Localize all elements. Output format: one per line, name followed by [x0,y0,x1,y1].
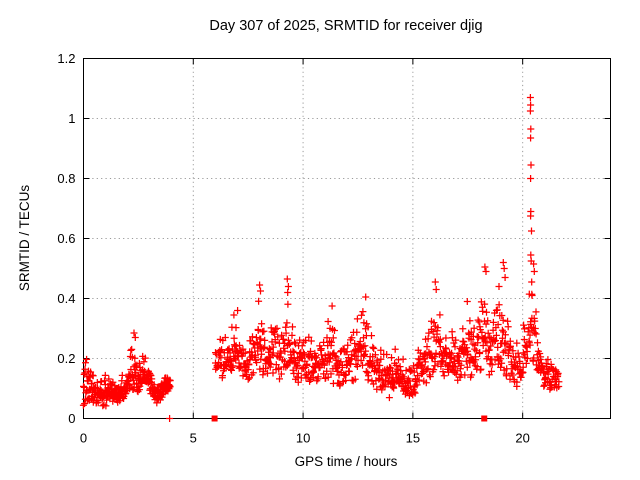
y-tick-label: 0.8 [57,171,75,186]
y-tick-label: 1 [68,111,75,126]
chart-title: Day 307 of 2025, SRMTID for receiver dji… [209,18,482,34]
y-tick-label: 0.2 [57,351,75,366]
x-tick-label: 10 [296,431,310,446]
x-tick-label: 15 [406,431,420,446]
y-tick-label: 0.4 [57,291,75,306]
x-axis-label: GPS time / hours [295,454,398,469]
y-tick-label: 0 [68,411,75,426]
y-tick-label: 0.6 [57,231,75,246]
gap-square-marker [481,415,488,422]
x-tick-label: 20 [515,431,529,446]
y-tick-label: 1.2 [57,51,75,66]
plot-border-and-ticks [83,58,611,419]
scatter-plus-markers [79,94,563,422]
data-points [79,94,563,422]
y-axis-label: SRMTID / TECUs [17,185,32,292]
tick-labels: 0 5 10 15 20 0 0.2 0.4 0.6 0.8 1 1.2 [57,51,529,446]
gap-square-marker [211,415,218,422]
x-tick-label: 0 [80,431,87,446]
x-tick-label: 5 [190,431,197,446]
